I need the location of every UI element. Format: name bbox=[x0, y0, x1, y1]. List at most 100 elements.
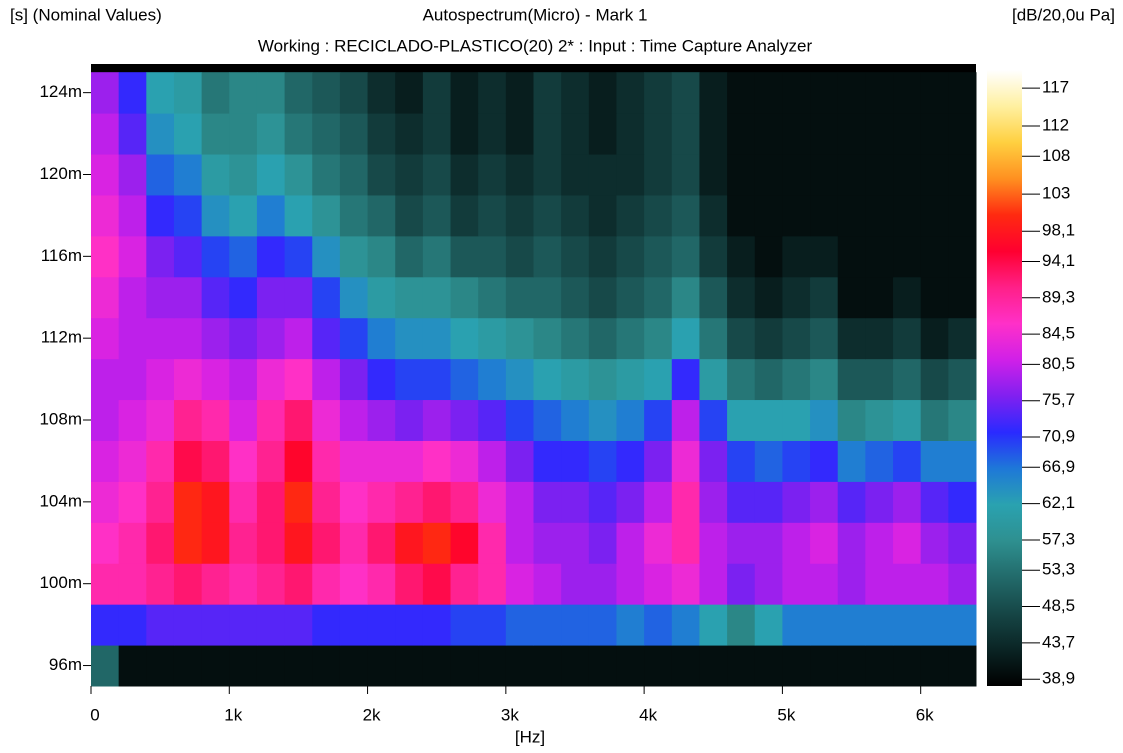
heatmap-cell bbox=[478, 440, 507, 482]
colorbar-tick-label: 94,1 bbox=[1042, 251, 1075, 270]
heatmap-cell bbox=[505, 645, 534, 687]
heatmap-cell bbox=[478, 72, 507, 114]
heatmap-cell bbox=[561, 113, 590, 155]
heatmap-cell bbox=[505, 358, 534, 401]
heatmap-cell bbox=[644, 604, 673, 646]
heatmap-cell bbox=[173, 563, 203, 605]
heatmap-cell bbox=[312, 399, 341, 441]
heatmap-cell bbox=[505, 154, 534, 196]
heatmap-cell bbox=[256, 276, 286, 319]
heatmap-cell bbox=[229, 563, 258, 605]
heatmap-cell bbox=[810, 358, 839, 401]
heatmap-cell bbox=[201, 358, 230, 401]
heatmap-cell bbox=[478, 113, 507, 155]
heatmap-cell bbox=[339, 358, 369, 401]
heatmap-cell bbox=[450, 113, 479, 155]
heatmap-cell bbox=[561, 154, 590, 196]
heatmap-cell bbox=[920, 276, 949, 319]
heatmap-cell bbox=[948, 604, 977, 646]
heatmap-cell bbox=[920, 358, 949, 401]
heatmap-cell bbox=[173, 276, 203, 319]
heatmap-cell bbox=[229, 645, 258, 687]
y-tick-label: 120m bbox=[39, 164, 82, 183]
heatmap-cell bbox=[478, 645, 507, 687]
heatmap-cell bbox=[478, 481, 507, 523]
heatmap-cell bbox=[422, 276, 452, 319]
heatmap-cell bbox=[256, 358, 286, 401]
heatmap-cell bbox=[893, 72, 922, 114]
heatmap-cell bbox=[339, 563, 369, 605]
heatmap-cell bbox=[837, 72, 866, 114]
heatmap-cell bbox=[201, 154, 230, 196]
heatmap-cell bbox=[395, 113, 424, 155]
colorbar-tick-label: 112 bbox=[1042, 115, 1069, 134]
heatmap-cell bbox=[699, 604, 728, 646]
heatmap-cell bbox=[782, 604, 811, 646]
heatmap-cell bbox=[671, 604, 700, 646]
y-tick-label: 100m bbox=[39, 573, 82, 592]
heatmap-cell bbox=[146, 399, 175, 441]
heatmap-cell bbox=[782, 194, 811, 237]
heatmap-cell bbox=[284, 317, 313, 360]
heatmap-cell bbox=[616, 317, 645, 360]
heatmap-cell bbox=[284, 645, 313, 687]
heatmap-cell bbox=[754, 481, 783, 523]
heatmap-cell bbox=[256, 440, 286, 482]
heatmap-cell bbox=[727, 358, 756, 401]
heatmap-cell bbox=[782, 72, 811, 114]
heatmap-cell bbox=[229, 235, 258, 278]
heatmap-cell bbox=[616, 113, 645, 155]
heatmap-cell bbox=[201, 317, 230, 360]
heatmap-cell bbox=[450, 481, 479, 523]
heatmap-cell bbox=[91, 399, 120, 441]
heatmap-cell bbox=[671, 194, 700, 237]
heatmap-cell bbox=[256, 317, 286, 360]
colorbar-tick-label: 98,1 bbox=[1042, 221, 1075, 240]
heatmap-cell bbox=[699, 113, 728, 155]
heatmap-cell bbox=[837, 113, 866, 155]
heatmap-cell bbox=[671, 72, 700, 114]
heatmap-cell bbox=[893, 563, 922, 605]
heatmap-cell bbox=[754, 440, 783, 482]
heatmap-cell bbox=[920, 563, 949, 605]
chart-subtitle: Working : RECICLADO-PLASTICO(20) 2* : In… bbox=[258, 36, 813, 55]
heatmap-cell bbox=[782, 399, 811, 441]
heatmap-cell bbox=[367, 113, 396, 155]
heatmap-cell bbox=[810, 440, 839, 482]
heatmap-cell bbox=[810, 604, 839, 646]
heatmap-cell bbox=[422, 194, 452, 237]
heatmap-cell bbox=[920, 440, 949, 482]
heatmap-cell bbox=[201, 481, 230, 523]
y-tick-label: 96m bbox=[49, 655, 82, 674]
heatmap-cell bbox=[118, 113, 147, 155]
heatmap-cell bbox=[699, 358, 728, 401]
heatmap-cell bbox=[754, 563, 783, 605]
heatmap-cell bbox=[91, 440, 120, 482]
heatmap-cell bbox=[284, 276, 313, 319]
heatmap-cell bbox=[312, 235, 341, 278]
heatmap-cell bbox=[146, 317, 175, 360]
heatmap-cell bbox=[284, 399, 313, 441]
heatmap-cell bbox=[146, 563, 175, 605]
heatmap-cell bbox=[644, 645, 673, 687]
heatmap-cell bbox=[865, 481, 894, 523]
heatmap-cell bbox=[478, 358, 507, 401]
heatmap-cell bbox=[865, 113, 894, 155]
heatmap-cell bbox=[893, 440, 922, 482]
heatmap-cell bbox=[422, 522, 452, 564]
heatmap-cell bbox=[810, 113, 839, 155]
heatmap-cell bbox=[450, 72, 479, 114]
heatmap-cell bbox=[727, 399, 756, 441]
heatmap-cell bbox=[229, 154, 258, 196]
heatmap-cell bbox=[699, 72, 728, 114]
heatmap-cell bbox=[256, 72, 286, 114]
heatmap-cell bbox=[699, 154, 728, 196]
heatmap-cell bbox=[616, 358, 645, 401]
heatmap-cell bbox=[561, 563, 590, 605]
heatmap-cell bbox=[478, 563, 507, 605]
heatmap-cell bbox=[201, 563, 230, 605]
heatmap-cell bbox=[284, 235, 313, 278]
heatmap-cell bbox=[920, 194, 949, 237]
heatmap-cell bbox=[450, 563, 479, 605]
heatmap-cell bbox=[395, 440, 424, 482]
